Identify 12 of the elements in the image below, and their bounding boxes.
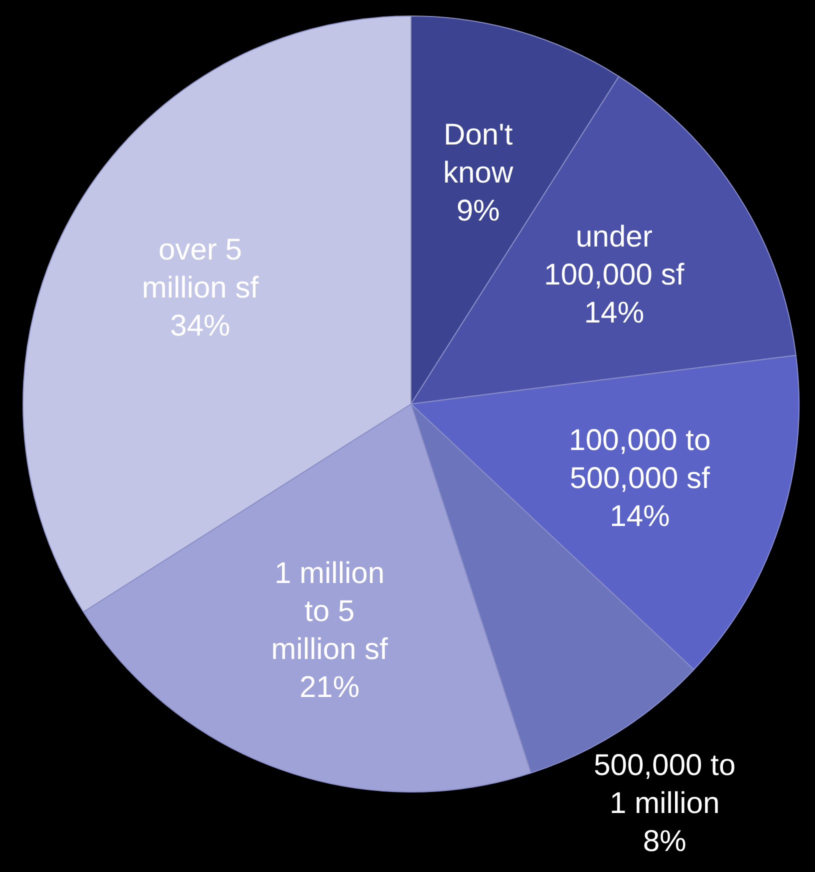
slice-label: 500,000 to 1 million [594, 749, 736, 820]
data-label: 34% [170, 310, 230, 343]
data-label: 9% [456, 194, 500, 228]
slice-label: 1 million to 5 million sf [271, 556, 389, 666]
slice-label: 100,000 to 500,000 sf [568, 424, 711, 495]
slice-label: Don't know [443, 118, 514, 190]
data-label: 8% [642, 825, 686, 858]
slice-label: under 100,000 sf [544, 220, 685, 292]
data-label: 14% [584, 296, 644, 330]
data-label: 21% [299, 670, 360, 704]
data-label: 14% [610, 500, 670, 533]
slice-label: over 5 million sf [142, 234, 260, 305]
